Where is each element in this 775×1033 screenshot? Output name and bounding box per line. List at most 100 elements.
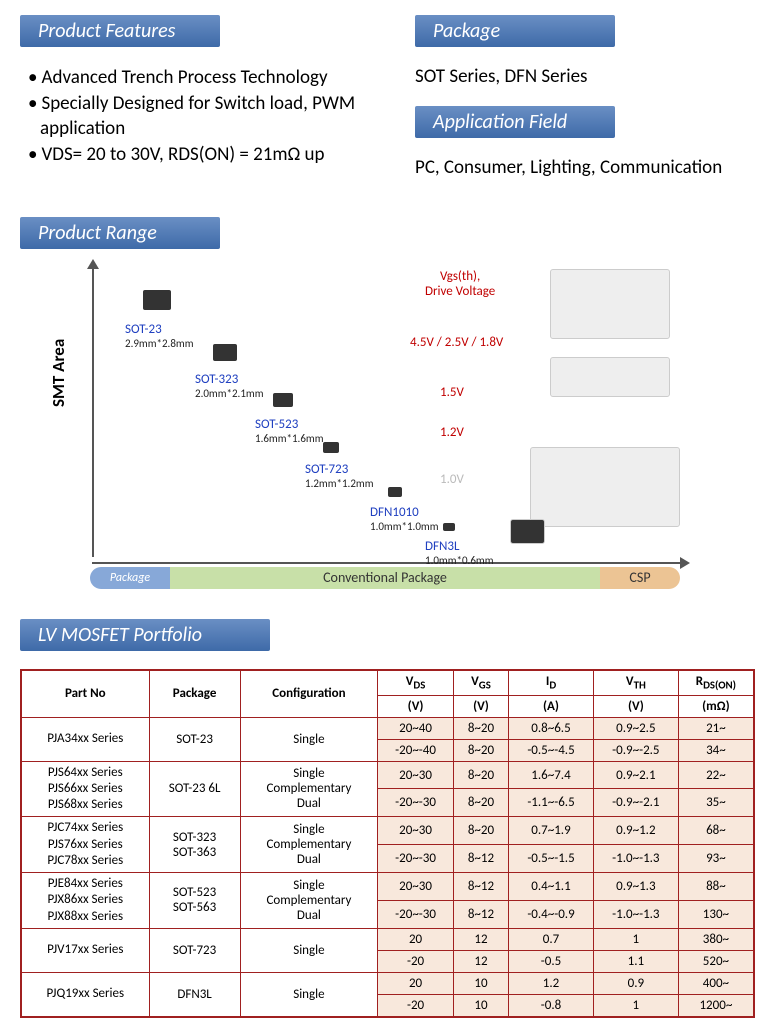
xbar-conventional-label: Conventional Package <box>170 567 600 589</box>
package-dim: 2.0mm*2.1mm <box>195 387 263 400</box>
feature-list: Advanced Trench Process Technology Speci… <box>20 65 385 168</box>
cell-package: SOT-723 <box>149 928 240 972</box>
cell-value: -0.9~-2.1 <box>593 789 678 817</box>
features-header: Product Features <box>20 15 220 47</box>
package-dim: 1.2mm*1.2mm <box>305 477 373 490</box>
cell-value: 0.7~1.9 <box>509 817 594 845</box>
package-label: SOT-7231.2mm*1.2mm <box>305 462 373 490</box>
cell-value: 20 <box>378 972 454 994</box>
cell-value: 20~40 <box>378 717 454 739</box>
cell-value: 1.6~7.4 <box>509 761 594 789</box>
cell-config: Single <box>240 972 378 1017</box>
features-col: Product Features Advanced Trench Process… <box>20 15 385 197</box>
cell-value: 0.9~1.3 <box>593 873 678 901</box>
portfolio-header: LV MOSFET Portfolio <box>20 619 270 651</box>
cell-value: 1.1 <box>593 950 678 972</box>
table-row: PJQ19xx SeriesDFN3LSingle20101.20.9400~ <box>21 972 754 994</box>
cell-partno: PJV17xx Series <box>21 928 149 972</box>
feature-item: VDS= 20 to 30V, RDS(ON) = 21mΩ up <box>28 142 385 168</box>
table-row: PJS64xx Series PJS66xx Series PJS68xx Se… <box>21 761 754 789</box>
xbar-package-label: Package <box>90 567 170 589</box>
cell-value: 20 <box>378 928 454 950</box>
cell-value: 8~12 <box>453 845 508 873</box>
table-row: PJE84xx Series PJX86xx Series PJX88xx Se… <box>21 873 754 901</box>
cell-value: 8~20 <box>453 761 508 789</box>
cell-config: Single <box>240 717 378 761</box>
cell-value: 0.8~6.5 <box>509 717 594 739</box>
cell-package: SOT-23 <box>149 717 240 761</box>
package-name: SOT-723 <box>305 462 373 477</box>
y-axis-arrow-icon <box>92 267 94 557</box>
cell-value: 12 <box>453 950 508 972</box>
cell-value: -1.0~-1.3 <box>593 900 678 928</box>
cell-value: 1200~ <box>678 994 754 1017</box>
th-unit: (V) <box>593 695 678 717</box>
package-dim: 1.6mm*1.6mm <box>255 432 323 445</box>
cell-value: 380~ <box>678 928 754 950</box>
th-config: Configuration <box>240 670 378 717</box>
cell-value: 12 <box>453 928 508 950</box>
cell-value: 20~30 <box>378 873 454 901</box>
top-row: Product Features Advanced Trench Process… <box>20 15 755 197</box>
cell-value: -0.9~-2.5 <box>593 739 678 761</box>
cell-value: 520~ <box>678 950 754 972</box>
cell-value: 88~ <box>678 873 754 901</box>
package-appfield-col: Package SOT Series, DFN Series Applicati… <box>415 15 755 197</box>
cell-package: SOT-323 SOT-363 <box>149 817 240 873</box>
cell-value: 0.4~1.1 <box>509 873 594 901</box>
product-range-diagram: SMT Area Vgs(th), Drive Voltage 4.5V / 2… <box>20 267 755 597</box>
package-header: Package <box>415 15 615 47</box>
package-name: SOT-23 <box>125 322 193 337</box>
portfolio-table: Part No Package Configuration VDS VGS ID… <box>20 669 755 1018</box>
package-dim: 1.0mm*0.6mm <box>425 554 493 567</box>
vgs-header: Vgs(th), Drive Voltage <box>425 269 495 299</box>
package-dim: 1.0mm*1.0mm <box>370 520 438 533</box>
cell-value: -1.1~-6.5 <box>509 789 594 817</box>
package-name: SOT-323 <box>195 372 263 387</box>
package-dim: 2.9mm*2.8mm <box>125 337 193 350</box>
package-name: DFN1010 <box>370 505 438 520</box>
cell-value: 34~ <box>678 739 754 761</box>
cell-value: -0.4~-0.9 <box>509 900 594 928</box>
cell-partno: PJS64xx Series PJS66xx Series PJS68xx Se… <box>21 761 149 817</box>
cell-value: 8~20 <box>453 739 508 761</box>
th-unit: (mΩ) <box>678 695 754 717</box>
cell-value: 1 <box>593 994 678 1017</box>
cell-value: 130~ <box>678 900 754 928</box>
package-chip-icon <box>273 393 293 407</box>
cell-partno: PJA34xx Series <box>21 717 149 761</box>
feature-item: Advanced Trench Process Technology <box>28 65 385 91</box>
appfield-text: PC, Consumer, Lighting, Communication <box>415 156 755 179</box>
th-id: ID <box>509 670 594 695</box>
cell-value: 35~ <box>678 789 754 817</box>
cell-value: 0.9 <box>593 972 678 994</box>
cell-value: -20~-30 <box>378 789 454 817</box>
cell-value: -20~-30 <box>378 900 454 928</box>
cell-value: -20~-30 <box>378 845 454 873</box>
cell-value: -20 <box>378 950 454 972</box>
cell-value: 21~ <box>678 717 754 739</box>
cell-partno: PJQ19xx Series <box>21 972 149 1017</box>
package-chip-icon <box>388 487 402 497</box>
package-label: SOT-232.9mm*2.8mm <box>125 322 193 350</box>
cell-config: Single Complementary Dual <box>240 873 378 929</box>
cell-value: 1 <box>593 928 678 950</box>
range-header: Product Range <box>20 217 220 249</box>
th-unit: (A) <box>509 695 594 717</box>
table-row: PJA34xx SeriesSOT-23Single20~408~200.8~6… <box>21 717 754 739</box>
cell-value: -0.8 <box>509 994 594 1017</box>
table-row: PJV17xx SeriesSOT-723Single20120.71380~ <box>21 928 754 950</box>
cell-value: 20~30 <box>378 817 454 845</box>
cell-partno: PJC74xx Series PJS76xx Series PJC78xx Se… <box>21 817 149 873</box>
cell-value: 10 <box>453 972 508 994</box>
y-axis-label: SMT Area <box>48 339 69 407</box>
cell-config: Single Complementary Dual <box>240 761 378 817</box>
cell-value: 8~20 <box>453 717 508 739</box>
cell-value: 10 <box>453 994 508 1017</box>
cell-value: 0.7 <box>509 928 594 950</box>
package-label: SOT-3232.0mm*2.1mm <box>195 372 263 400</box>
app-smartwatch-icon <box>530 447 680 527</box>
th-vgs: VGS <box>453 670 508 695</box>
x-axis-bar: Package Conventional Package CSP <box>90 567 680 589</box>
cell-package: DFN3L <box>149 972 240 1017</box>
